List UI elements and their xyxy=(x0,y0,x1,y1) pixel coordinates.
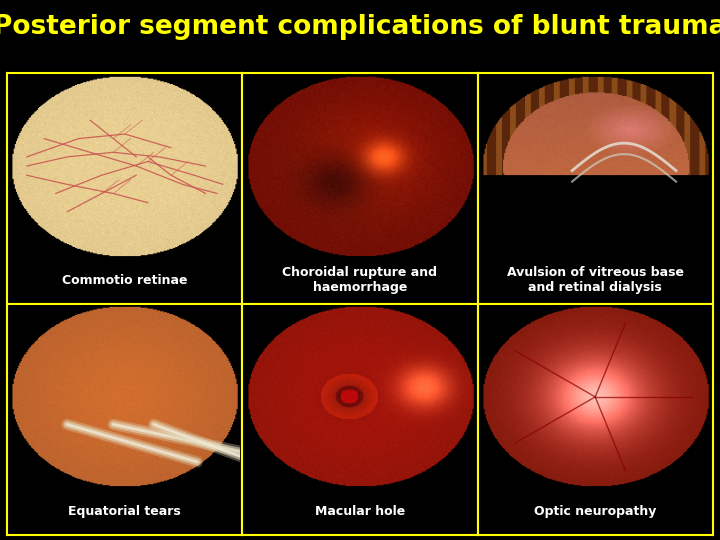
Text: Choroidal rupture and
haemorrhage: Choroidal rupture and haemorrhage xyxy=(282,266,438,294)
Text: Posterior segment complications of blunt trauma: Posterior segment complications of blunt… xyxy=(0,14,720,39)
Text: Equatorial tears: Equatorial tears xyxy=(68,505,181,518)
Text: Commotio retinae: Commotio retinae xyxy=(62,274,187,287)
Text: Avulsion of vitreous base
and retinal dialysis: Avulsion of vitreous base and retinal di… xyxy=(507,266,684,294)
Text: Macular hole: Macular hole xyxy=(315,505,405,518)
Text: Optic neuropathy: Optic neuropathy xyxy=(534,505,657,518)
